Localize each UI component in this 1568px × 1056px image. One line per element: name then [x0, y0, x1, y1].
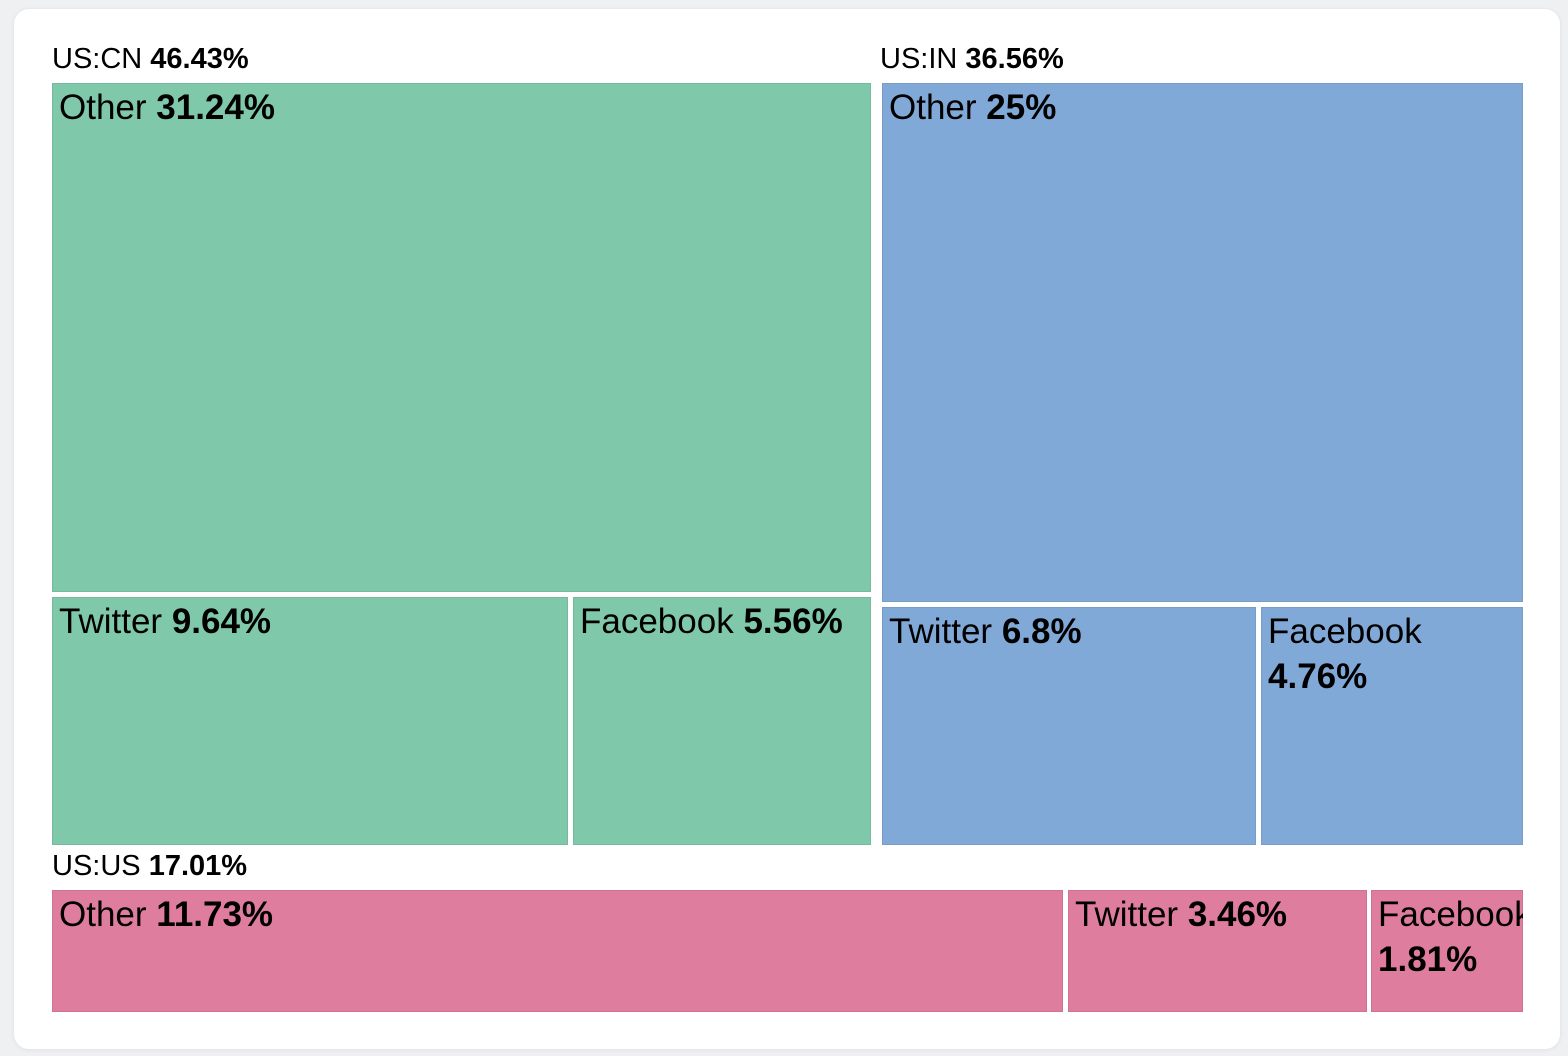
cell-label: Facebook [1268, 612, 1422, 651]
cell-label: Twitter [889, 612, 993, 651]
cell-label: Other [889, 88, 977, 127]
cell-value: 9.64% [171, 602, 272, 641]
treemap-cell-us-in-facebook[interactable]: Facebook 4.76% [1261, 607, 1523, 845]
group-value: 17.01% [148, 850, 248, 882]
cell-value: 6.8% [1001, 612, 1082, 651]
treemap-cell-us-us-facebook[interactable]: Facebook 1.81% [1371, 890, 1523, 1012]
cell-value: 31.24% [156, 88, 275, 127]
treemap-cell-us-cn-other[interactable]: Other 31.24% [52, 83, 871, 592]
group-header-us-us[interactable]: US:US 17.01% [52, 849, 247, 884]
cell-value: 4.76% [1268, 656, 1368, 696]
treemap-cell-us-cn-facebook[interactable]: Facebook 5.56% [573, 597, 871, 845]
group-header-us-cn[interactable]: US:CN 46.43% [52, 42, 249, 77]
cell-value: 11.73% [156, 895, 274, 934]
treemap-cell-us-in-twitter[interactable]: Twitter 6.8% [882, 607, 1256, 845]
cell-label: Facebook [580, 602, 734, 641]
cell-value: 25% [986, 88, 1057, 127]
treemap-cell-us-us-other[interactable]: Other 11.73% [52, 890, 1063, 1012]
group-header-us-in[interactable]: US:IN 36.56% [880, 42, 1064, 77]
cell-label: Twitter [1075, 895, 1179, 934]
group-label: US:CN [52, 43, 143, 75]
cell-value: 1.81% [1378, 939, 1478, 979]
cell-label: Facebook [1378, 895, 1523, 934]
treemap-cell-us-us-twitter[interactable]: Twitter 3.46% [1068, 890, 1367, 1012]
group-label: US:IN [880, 43, 958, 75]
group-label: US:US [52, 850, 141, 882]
cell-label: Other [59, 88, 147, 127]
treemap-cell-us-cn-twitter[interactable]: Twitter 9.64% [52, 597, 568, 845]
cell-label: Twitter [59, 602, 163, 641]
treemap-cell-us-in-other[interactable]: Other 25% [882, 83, 1523, 602]
cell-value: 5.56% [743, 602, 843, 641]
group-value: 46.43% [150, 43, 249, 75]
cell-value: 3.46% [1187, 895, 1288, 934]
group-value: 36.56% [965, 43, 1064, 75]
cell-label: Other [59, 895, 147, 934]
